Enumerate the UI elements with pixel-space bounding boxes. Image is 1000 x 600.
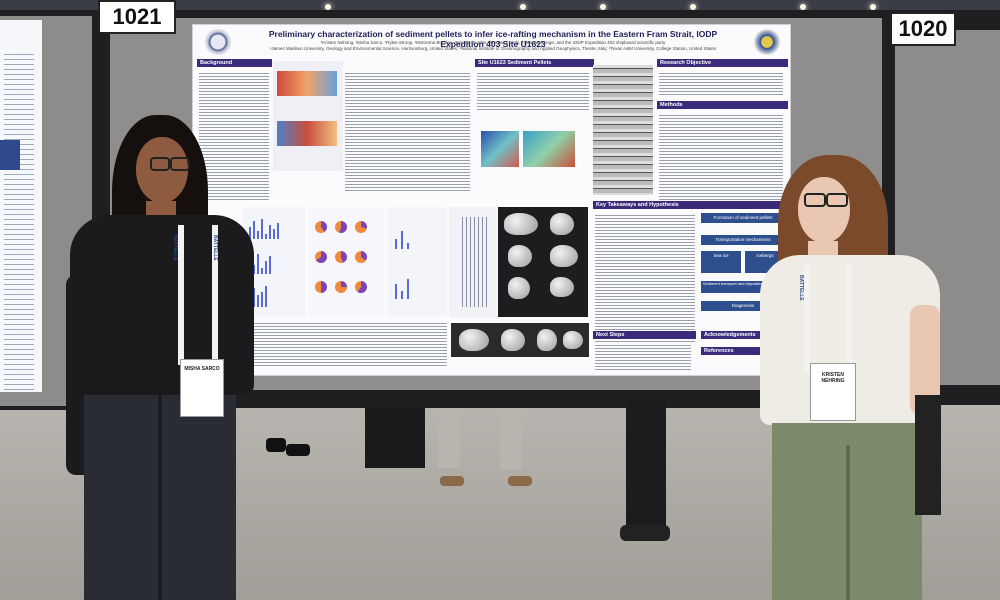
prior-studies-table [345,71,470,191]
next-steps-text [595,343,691,371]
background-figures [273,61,343,171]
takeaway-box-formation: Formation of sediment pellets [701,213,785,223]
poster-title: Preliminary characterization of sediment… [268,29,718,49]
ceiling-light [325,4,331,10]
core-log-figure [593,65,653,195]
takeaway-box-sea-ice: Sea ice [701,251,741,273]
background-text [199,71,269,201]
poster-author-list: ¹Kristen Nehring, ¹Misha Sarco, ¹Rylee S… [320,40,666,45]
map-figure-a [481,131,519,167]
takeaways-text [595,213,695,343]
lanyard-left-text: BATTELLE [172,235,178,261]
lanyard-right-text: BATTELLE [212,235,218,261]
pellet-photo [508,245,532,267]
poster-authors: ¹Kristen Nehring, ¹Misha Sarco, ¹Rylee S… [253,40,733,52]
person-left-glasses [170,157,190,171]
background-person-feet [262,408,312,460]
booth-number-right: 1020 [890,12,956,46]
name-badge-left: MISHA SARCO [180,359,224,417]
background-person-dark-legs [610,400,680,545]
pellet-photo [550,245,578,267]
ceiling-light [520,4,526,10]
booth-number-left: 1021 [98,0,176,34]
background-person-legs [430,408,540,498]
ceiling-light [600,4,606,10]
board-stand-leg [915,395,941,515]
university-seal-logo [205,29,231,55]
person-right-face [798,177,850,243]
takeaway-box-transport: Transportation mechanisms [701,235,785,245]
pellet-photo [508,277,530,299]
person-right-glasses [826,193,848,207]
section-references: References [701,347,788,355]
badge-name-left: MISHA SARCO [184,366,220,372]
section-site: Site U1623 Sediment Pellets [475,59,594,67]
background-bag [365,408,425,468]
lanyard-right-person-text: BATTELLE [798,275,804,301]
objective-text [659,71,783,97]
bar-chart-panel-b [387,207,447,317]
section-objective: Research Objective [657,59,788,67]
research-poster: Preliminary characterization of sediment… [192,24,791,376]
section-methods: Methods [657,101,788,109]
person-left-glasses [150,157,170,171]
section-acknowledgements: Acknowledgements [701,331,788,339]
ceiling-light [870,4,876,10]
left-neighbor-poster [0,20,42,392]
pellet-thin-section-panel [451,323,589,357]
badge-name-right: KRISTEN NEHRING [821,372,845,384]
iodp-logo [754,29,780,55]
section-next-steps: Next Steps [593,331,696,339]
pellet-photo [550,213,574,235]
site-text [477,71,589,111]
person-left-cardigan [70,215,254,395]
takeaway-box-diagenesis: Diagenesis [701,301,785,311]
ceiling-light [800,4,806,10]
person-left: BATTELLE BATTELLE MISHA SARCO [66,115,256,600]
pellet-photo [550,277,574,297]
section-background: Background [197,59,272,67]
pellet-photos-panel [498,207,588,317]
section-takeaways: Key Takeaways and Hypothesis [593,201,788,209]
person-right-glasses [804,193,826,207]
pie-chart-panel [309,207,385,317]
map-figure-b [523,131,575,167]
pellet-photo [504,213,538,235]
poster-affiliations: ¹James Madison University, Geology and E… [269,46,717,51]
figure-caption-text [237,321,447,367]
name-badge-right: KRISTEN NEHRING [810,363,856,421]
profile-plot-panel [449,207,497,317]
methods-text [659,113,783,203]
ceiling-light [690,4,696,10]
person-right: BATTELLE KRISTEN NEHRING [760,155,950,600]
